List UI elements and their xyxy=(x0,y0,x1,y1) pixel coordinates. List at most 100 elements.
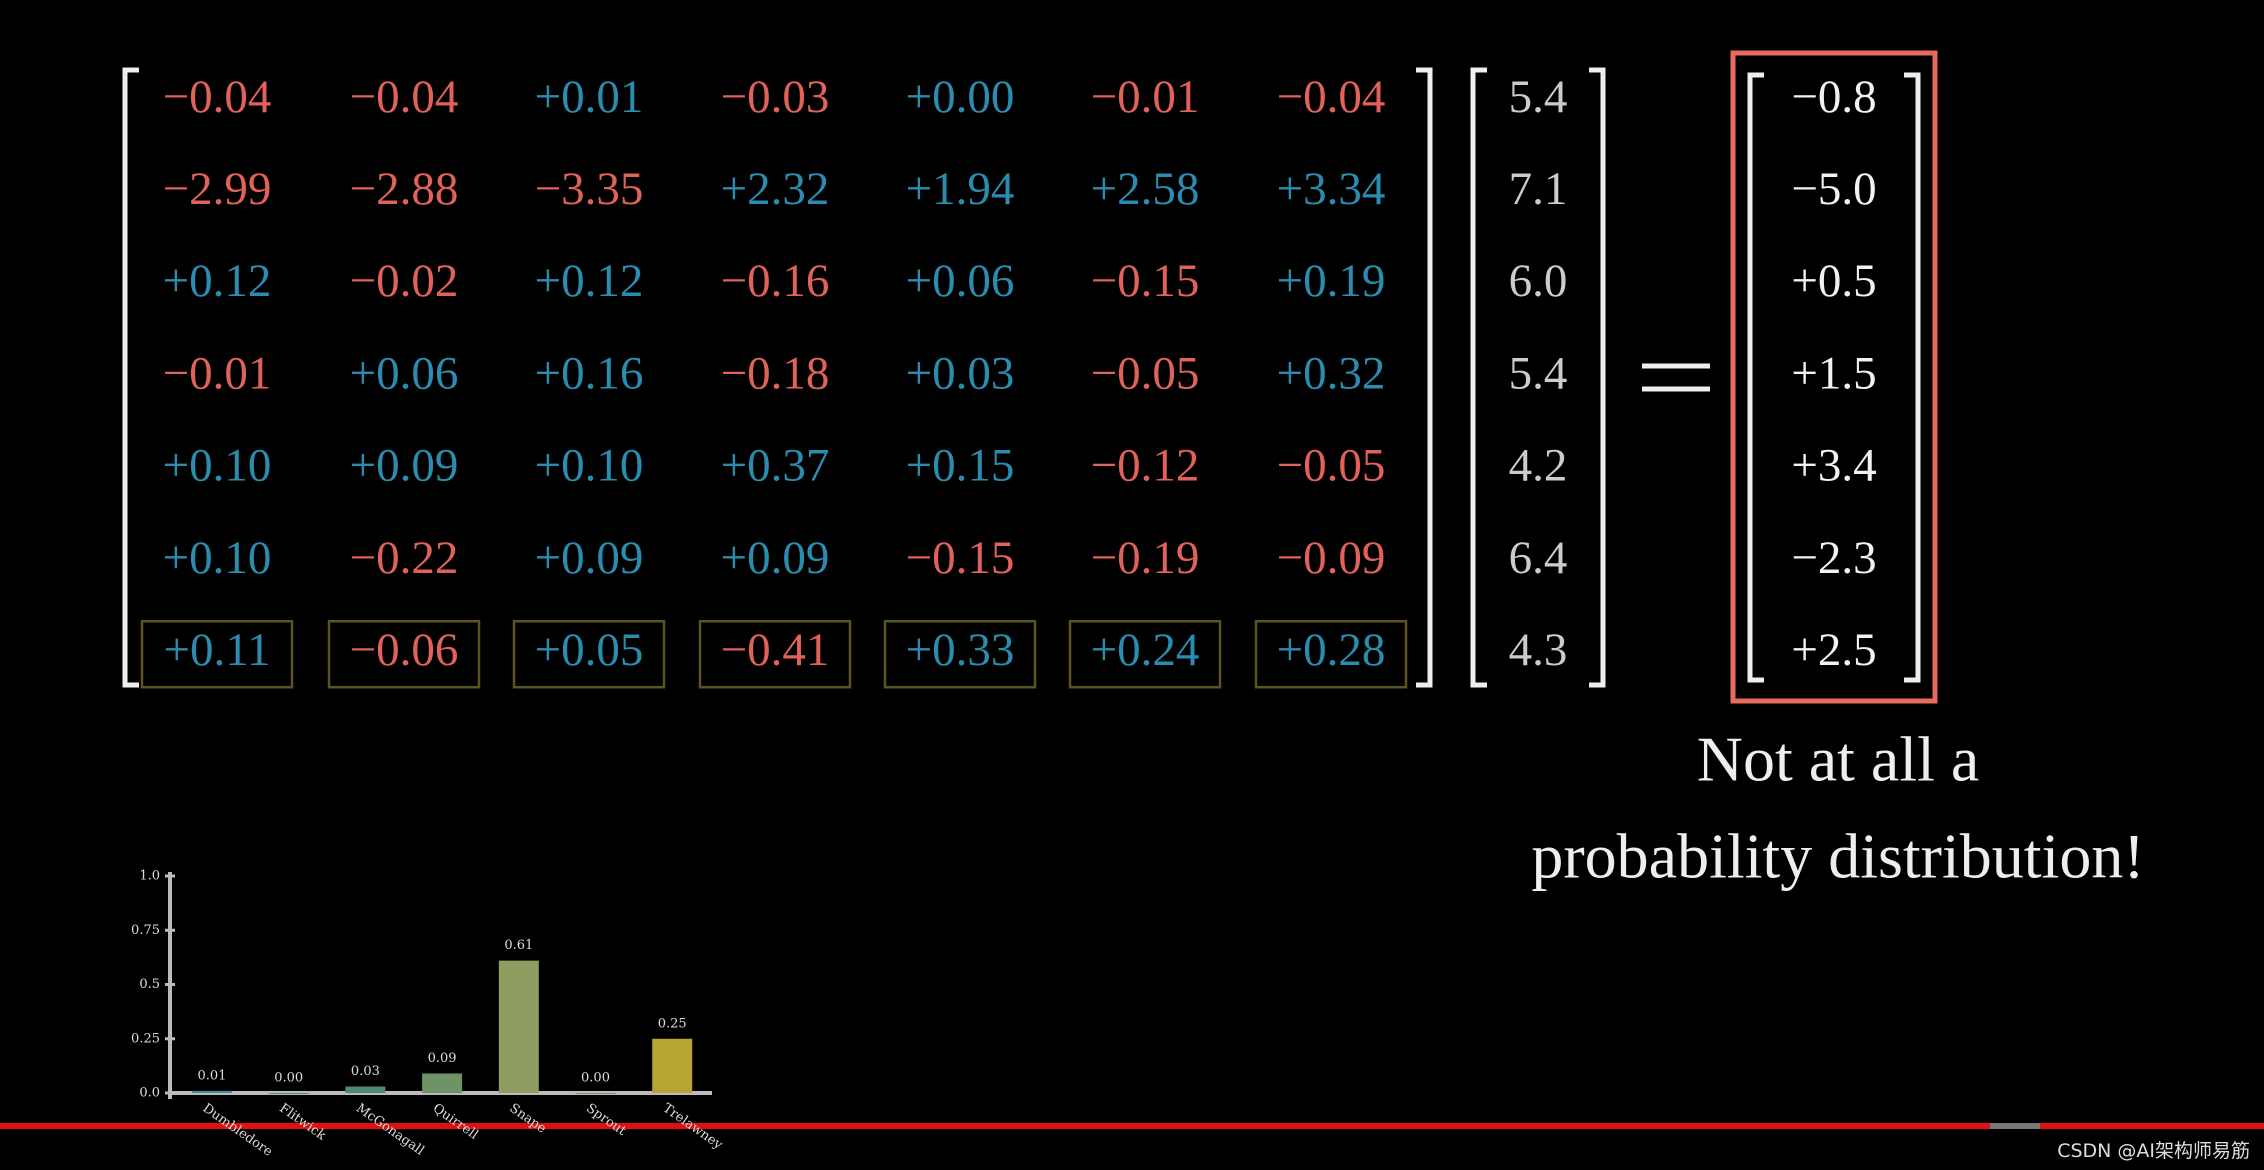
matrix-entry: −0.04 xyxy=(163,71,272,123)
matrix-entry: −0.06 xyxy=(350,624,459,676)
matrix-entry: +0.24 xyxy=(1091,624,1200,676)
bar xyxy=(192,1090,232,1093)
cell-highlight xyxy=(698,619,852,689)
matrix-entry: +0.09 xyxy=(350,440,459,492)
matrix-entry: −2.99 xyxy=(163,163,272,215)
matrix-entry: +0.05 xyxy=(535,624,644,676)
matrix-entry: −0.15 xyxy=(1091,255,1200,307)
vector-entry: 5.4 xyxy=(1509,347,1568,399)
matrix-entry: +0.06 xyxy=(350,347,459,399)
matrix-entry: −0.04 xyxy=(1277,71,1386,123)
matrix-entry: −0.03 xyxy=(721,71,830,123)
matrix-entry: +0.12 xyxy=(163,255,272,307)
vector-entry: 6.0 xyxy=(1509,255,1568,307)
result-entry: −2.3 xyxy=(1791,532,1876,584)
matrix-entry: −0.05 xyxy=(1091,347,1200,399)
y-tick-label: 0.25 xyxy=(131,1031,160,1046)
progress-bar[interactable] xyxy=(0,1123,2264,1129)
matrix-entry: +0.10 xyxy=(163,440,272,492)
matrix-entry: +0.00 xyxy=(906,71,1015,123)
matrix-entry: +3.34 xyxy=(1277,163,1386,215)
matrix-entry: −0.16 xyxy=(721,255,830,307)
value-label: 0.00 xyxy=(274,1071,303,1086)
vector-entry: 5.4 xyxy=(1509,71,1568,123)
matrix-entry: −0.05 xyxy=(1277,440,1386,492)
matrix-entry: +0.01 xyxy=(535,71,644,123)
result-entry: +1.5 xyxy=(1791,347,1876,399)
cell-highlight xyxy=(140,619,294,689)
vector-entry: 4.2 xyxy=(1509,440,1568,492)
cell-highlight xyxy=(512,619,666,689)
watermark: CSDN @AI架构师易筋 xyxy=(2057,1140,2250,1162)
matrix-entry: −0.15 xyxy=(906,532,1015,584)
value-label: 0.61 xyxy=(504,938,533,953)
equals-sign xyxy=(1642,363,1710,392)
caption: Not at all a xyxy=(1697,724,1980,795)
matrix-entry: +0.12 xyxy=(535,255,644,307)
cell-highlight xyxy=(883,619,1037,689)
value-label: 0.00 xyxy=(581,1071,610,1086)
result-entry: +2.5 xyxy=(1791,624,1876,676)
matrix-entry: −3.35 xyxy=(535,163,644,215)
matrix-entry: −0.01 xyxy=(163,347,272,399)
matrix-entry: −0.18 xyxy=(721,347,830,399)
result-entry: −5.0 xyxy=(1791,163,1876,215)
result-entry: +3.4 xyxy=(1791,440,1876,492)
bar xyxy=(498,960,539,1093)
bracket xyxy=(1747,72,1921,683)
bar xyxy=(575,1093,616,1094)
matrix-entry: −0.04 xyxy=(350,71,459,123)
y-tick-label: 1.0 xyxy=(139,869,160,884)
value-label: 0.03 xyxy=(351,1064,380,1079)
matrix-entry: −0.01 xyxy=(1091,71,1200,123)
matrix-entry: +0.16 xyxy=(535,347,644,399)
matrix-entry: +2.32 xyxy=(721,163,830,215)
value-label: 0.25 xyxy=(658,1016,687,1031)
matrix-entry: +0.09 xyxy=(535,532,644,584)
matrix-entry: +0.10 xyxy=(535,440,644,492)
highlight-box xyxy=(1730,50,1938,704)
bar xyxy=(652,1038,693,1093)
caption: probability distribution! xyxy=(1531,821,2144,892)
y-tick-label: 0.0 xyxy=(139,1086,160,1101)
cell-highlight xyxy=(1254,619,1408,689)
matrix-entry: −0.09 xyxy=(1277,532,1386,584)
matrix-entry: +2.58 xyxy=(1091,163,1200,215)
y-tick-label: 0.5 xyxy=(139,977,160,992)
bar xyxy=(268,1093,309,1094)
matrix-entry: +0.10 xyxy=(163,532,272,584)
cell-highlight xyxy=(1068,619,1222,689)
matrix-entry: −0.22 xyxy=(350,532,459,584)
matrix-entry: −0.41 xyxy=(721,624,830,676)
matrix-entry: −0.12 xyxy=(1091,440,1200,492)
bracket xyxy=(1470,67,1606,688)
matrix-entry: +0.32 xyxy=(1277,347,1386,399)
matrix-entry: +0.15 xyxy=(906,440,1015,492)
matrix-entry: +0.06 xyxy=(906,255,1015,307)
matrix-entry: −0.19 xyxy=(1091,532,1200,584)
matrix-entry: +1.94 xyxy=(906,163,1015,215)
progress-buffer xyxy=(1990,1123,2040,1129)
matrix-entry: −0.02 xyxy=(350,255,459,307)
matrix-entry: +0.11 xyxy=(163,624,270,676)
matrix-entry: +0.33 xyxy=(906,624,1015,676)
matrix-entry: +0.19 xyxy=(1277,255,1386,307)
cell-highlight xyxy=(327,619,481,689)
matrix-entry: +0.37 xyxy=(721,440,830,492)
value-label: 0.01 xyxy=(198,1068,227,1083)
matrix-entry: +0.28 xyxy=(1277,624,1386,676)
value-label: 0.09 xyxy=(428,1051,457,1066)
matrix-entry: +0.03 xyxy=(906,347,1015,399)
vector-entry: 7.1 xyxy=(1509,163,1568,215)
bar xyxy=(422,1073,463,1093)
result-entry: +0.5 xyxy=(1791,255,1876,307)
matrix-entry: +0.09 xyxy=(721,532,830,584)
vector-entry: 4.3 xyxy=(1509,624,1568,676)
vector-entry: 6.4 xyxy=(1509,532,1568,584)
result-entry: −0.8 xyxy=(1791,71,1876,123)
y-tick-label: 0.75 xyxy=(131,923,160,938)
matrix-entry: −2.88 xyxy=(350,163,459,215)
bar xyxy=(345,1086,386,1093)
